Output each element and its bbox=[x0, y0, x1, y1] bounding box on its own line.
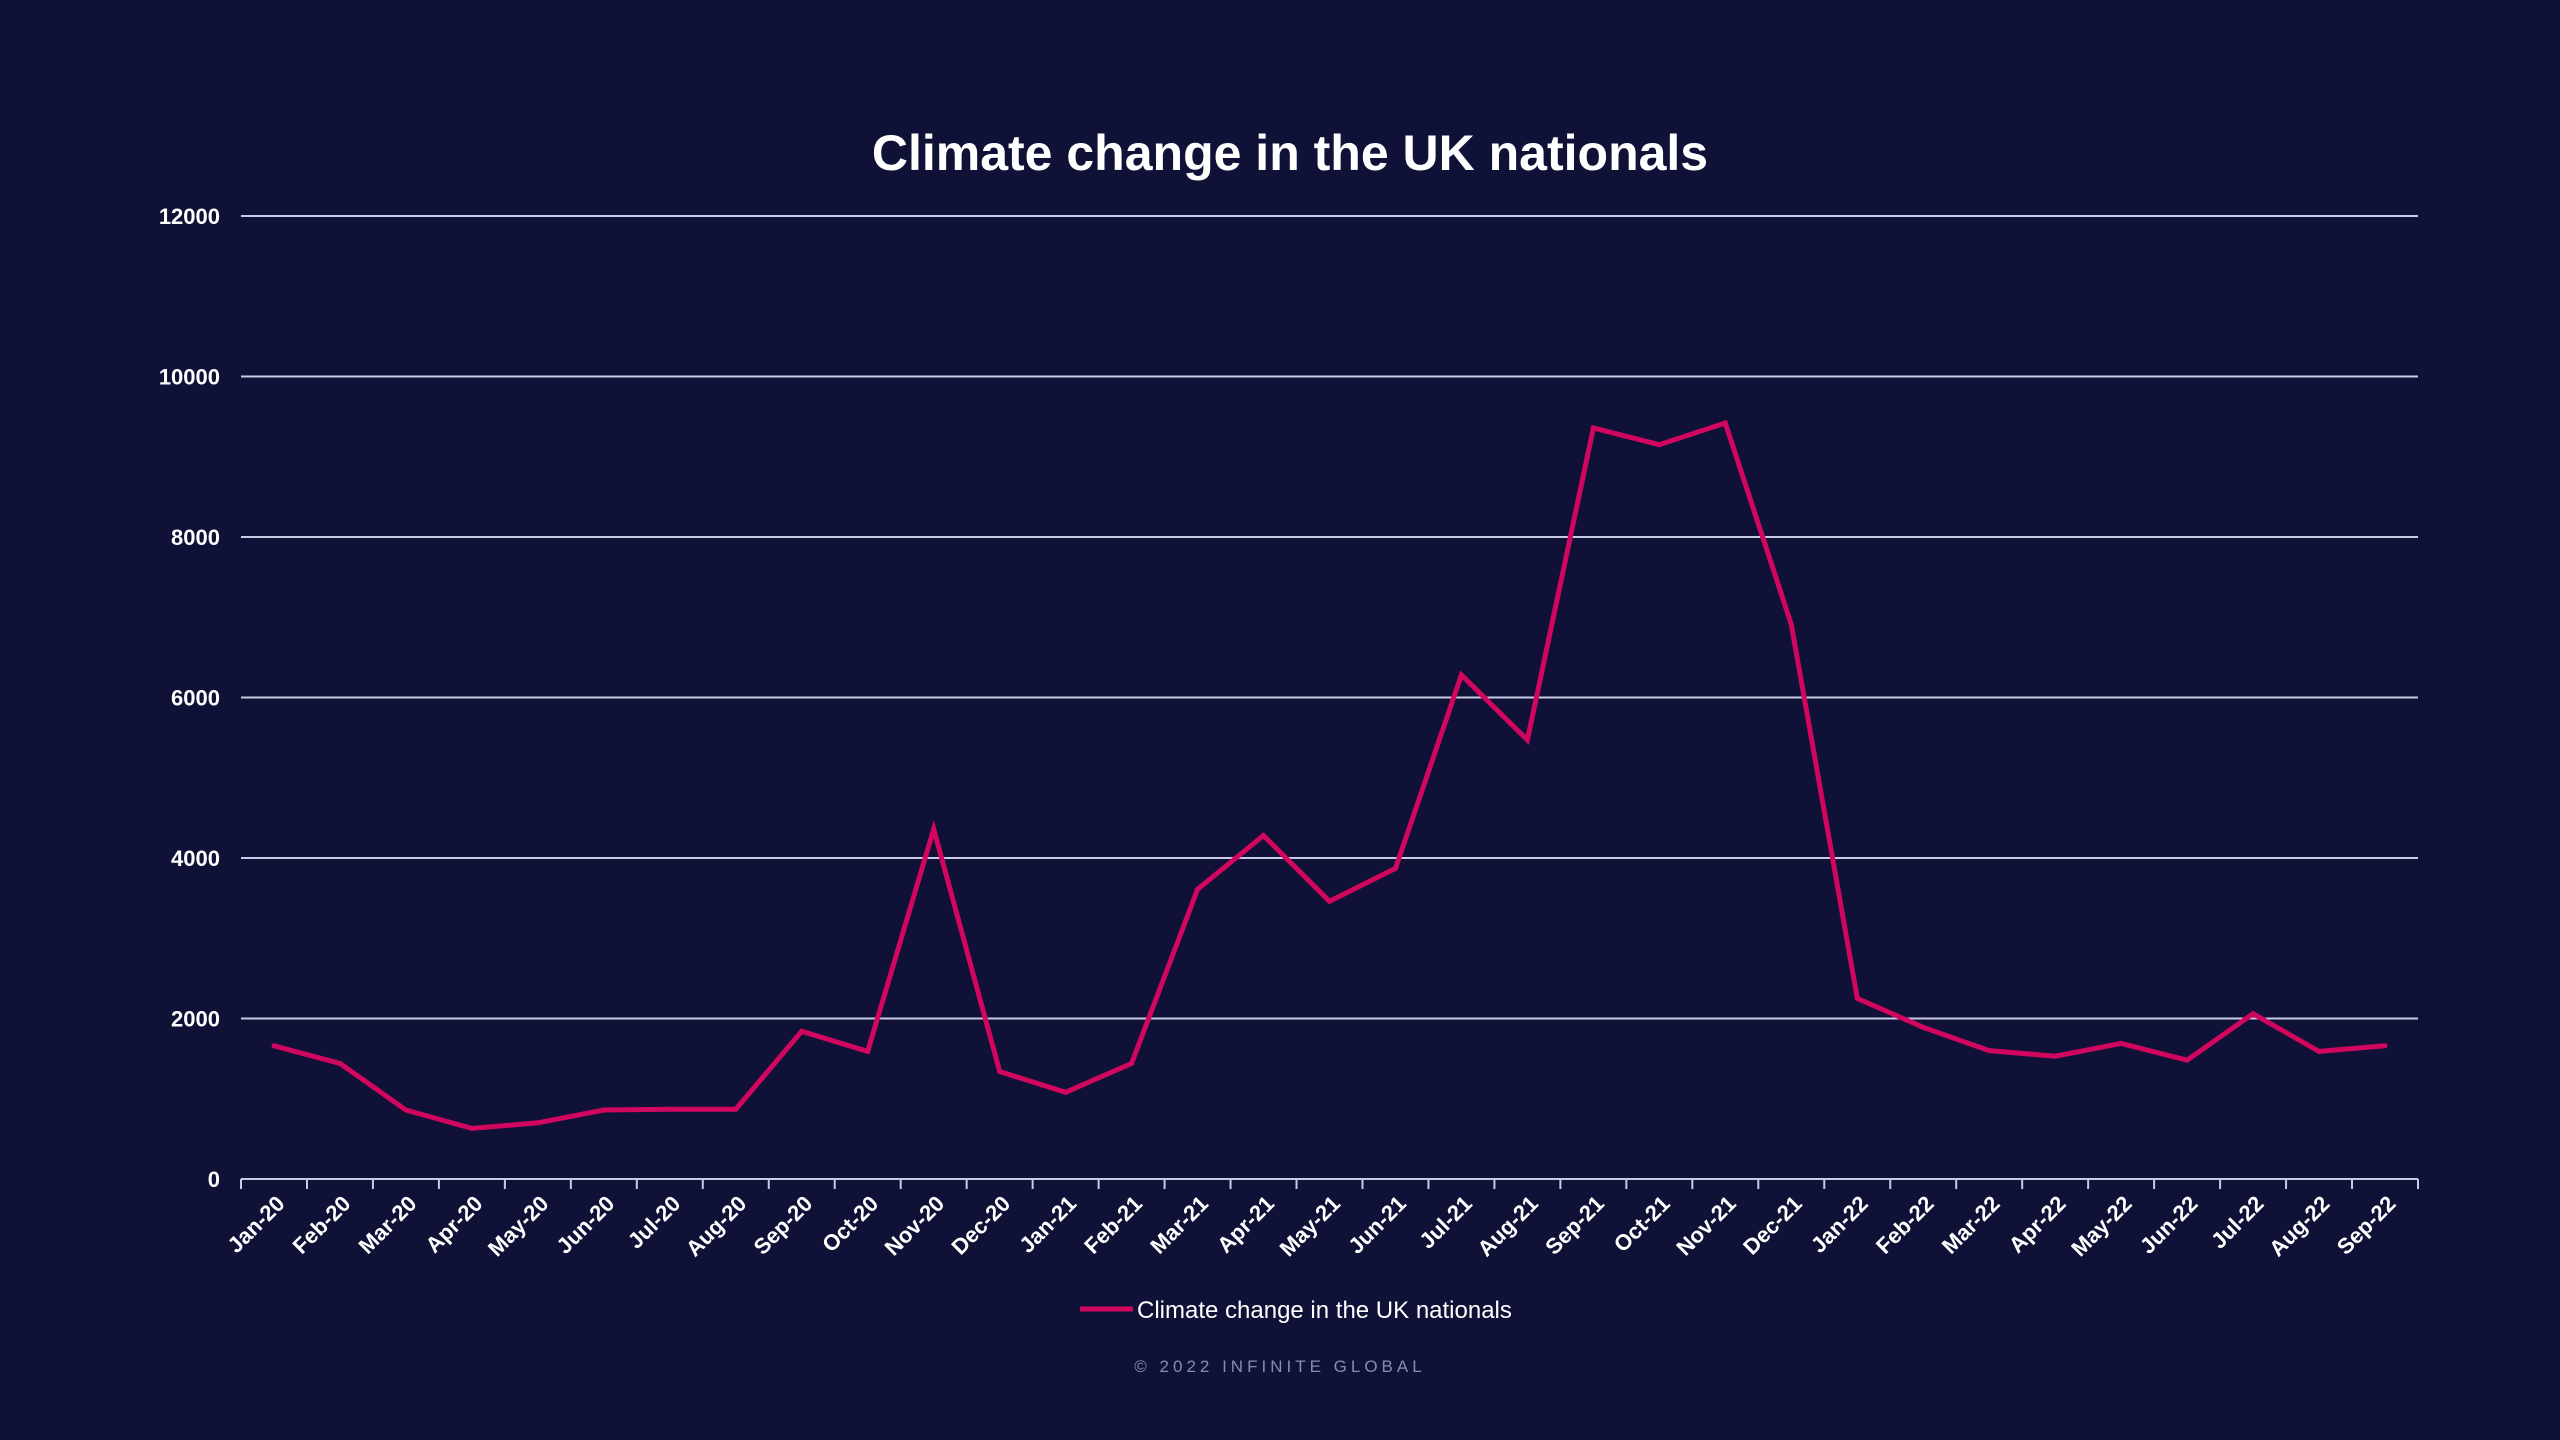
x-tick-label: Jan-21 bbox=[1014, 1191, 1081, 1258]
data-point bbox=[1195, 886, 1201, 892]
y-tick-label: 6000 bbox=[171, 686, 220, 711]
data-point bbox=[271, 1043, 277, 1049]
series-layer bbox=[271, 419, 2388, 1131]
x-tick-label: Jul-20 bbox=[623, 1191, 686, 1254]
y-tick-label: 2000 bbox=[171, 1007, 220, 1032]
x-tick-label: Jun-22 bbox=[2135, 1191, 2203, 1259]
x-tick-label: Sep-21 bbox=[1540, 1191, 1609, 1260]
x-tick-label: Jun-20 bbox=[552, 1191, 620, 1259]
x-tick-label: Aug-20 bbox=[681, 1191, 751, 1261]
x-tick-label: Jul-22 bbox=[2206, 1191, 2269, 1254]
x-tick-label: Sep-22 bbox=[2332, 1191, 2401, 1260]
x-tick-label: Aug-22 bbox=[2264, 1191, 2334, 1261]
data-point bbox=[1590, 425, 1596, 431]
y-tick-label: 8000 bbox=[171, 525, 220, 550]
data-point bbox=[1524, 737, 1530, 743]
gridlines bbox=[241, 215, 2418, 1020]
x-tick-label: Feb-22 bbox=[1871, 1191, 1939, 1259]
x-tick-label: Apr-22 bbox=[2004, 1191, 2071, 1258]
data-point bbox=[1261, 833, 1267, 839]
data-point bbox=[1063, 1089, 1069, 1095]
x-tick-label: Apr-21 bbox=[1212, 1191, 1279, 1258]
series-line bbox=[273, 419, 2386, 1131]
data-point bbox=[733, 1106, 739, 1112]
x-tick-label: May-22 bbox=[2066, 1191, 2136, 1261]
x-tick-label: May-20 bbox=[483, 1191, 553, 1261]
data-point bbox=[1788, 621, 1794, 627]
x-tick-label: Sep-20 bbox=[749, 1191, 818, 1260]
data-point bbox=[535, 1120, 541, 1126]
x-tick-label: Jan-20 bbox=[223, 1191, 290, 1258]
x-tick-label: May-21 bbox=[1275, 1191, 1345, 1261]
data-point bbox=[2316, 1048, 2322, 1054]
y-axis-tick-labels: 0 2000 4000 6000 8000 10000 12000 bbox=[159, 204, 220, 1192]
x-tick-label: Feb-20 bbox=[288, 1191, 356, 1259]
data-point bbox=[2250, 1011, 2256, 1017]
data-point bbox=[601, 1107, 607, 1113]
data-point bbox=[865, 1048, 871, 1054]
data-point bbox=[667, 1106, 673, 1112]
x-tick-label: Jan-22 bbox=[1806, 1191, 1873, 1258]
data-point bbox=[1392, 865, 1398, 871]
x-tick-label: Oct-21 bbox=[1609, 1191, 1675, 1257]
x-tick-label: Apr-20 bbox=[420, 1191, 487, 1258]
legend: Climate change in the UK nationals bbox=[1080, 1297, 1512, 1324]
y-tick-label: 0 bbox=[208, 1167, 220, 1192]
data-point bbox=[997, 1068, 1003, 1074]
y-tick-label: 12000 bbox=[159, 204, 220, 229]
x-tick-label: Jul-21 bbox=[1414, 1191, 1477, 1254]
data-point bbox=[931, 826, 937, 832]
x-tick-label: Jun-21 bbox=[1343, 1191, 1411, 1259]
x-tick-label: Mar-21 bbox=[1145, 1191, 1213, 1259]
x-tick-label: Aug-21 bbox=[1473, 1191, 1543, 1261]
data-point bbox=[1656, 442, 1662, 448]
data-point bbox=[403, 1107, 409, 1113]
y-tick-label: 4000 bbox=[171, 846, 220, 871]
x-tick-label: Mar-22 bbox=[1937, 1191, 2005, 1259]
data-point bbox=[1722, 420, 1728, 426]
x-tick-label: Dec-20 bbox=[946, 1191, 1015, 1260]
x-tick-label: Dec-21 bbox=[1738, 1191, 1807, 1260]
data-point bbox=[1854, 995, 1860, 1001]
x-tick-label: Nov-20 bbox=[880, 1191, 950, 1261]
data-point bbox=[2184, 1057, 2190, 1063]
x-tick-label: Nov-21 bbox=[1671, 1191, 1741, 1261]
data-point bbox=[1986, 1048, 1992, 1054]
data-point bbox=[2382, 1043, 2388, 1049]
chart-title: Climate change in the UK nationals bbox=[872, 125, 1708, 181]
data-point bbox=[1458, 672, 1464, 678]
data-point bbox=[1920, 1024, 1926, 1030]
data-point bbox=[337, 1060, 343, 1066]
x-tick-label: Feb-21 bbox=[1079, 1191, 1147, 1259]
x-tick-label: Mar-20 bbox=[354, 1191, 422, 1259]
x-tick-label: Oct-20 bbox=[817, 1191, 883, 1257]
data-point bbox=[2052, 1053, 2058, 1059]
footer-copyright: © 2022 INFINITE GLOBAL bbox=[1134, 1357, 1426, 1376]
data-point bbox=[1327, 898, 1332, 904]
y-tick-label: 10000 bbox=[159, 365, 220, 390]
data-point bbox=[2118, 1040, 2124, 1046]
data-point bbox=[1129, 1060, 1135, 1066]
data-point bbox=[799, 1028, 805, 1034]
data-point bbox=[469, 1125, 475, 1131]
legend-label: Climate change in the UK nationals bbox=[1137, 1297, 1512, 1324]
